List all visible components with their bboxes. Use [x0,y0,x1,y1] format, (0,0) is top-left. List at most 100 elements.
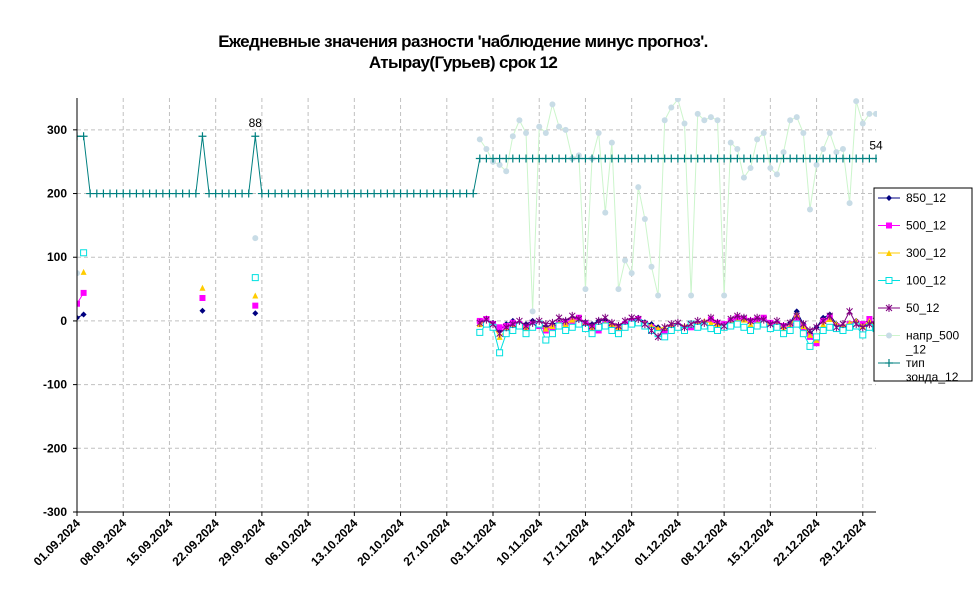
marker [753,322,761,330]
marker [707,313,715,322]
marker [839,145,846,152]
marker [548,330,556,338]
legend: 850_12 500_12 300_12 100_12 50_12 напр_500 _12… [873,187,973,384]
marker [80,249,88,257]
marker [483,315,490,324]
marker [859,323,867,332]
marker [886,250,892,256]
marker [661,117,668,124]
marker [77,270,80,277]
marker [562,126,569,133]
marker [819,326,827,334]
marker [516,316,523,325]
marker [886,195,892,201]
marker [648,326,655,335]
marker [252,292,259,299]
marker [80,268,87,275]
y-tick-label: 100 [47,250,67,264]
marker [667,320,675,329]
chart-title: Ежедневные значения разности 'наблюдение… [218,32,708,51]
legend-box [873,187,973,382]
marker [859,331,867,339]
marker [199,284,206,291]
series [77,132,877,198]
marker [846,200,853,207]
marker [806,206,813,213]
marker [813,333,821,341]
marker [628,313,636,322]
marker [740,313,748,322]
marker [77,300,80,307]
marker [654,332,662,341]
marker [595,316,603,325]
marker [688,292,695,299]
marker [747,326,755,334]
marker [833,149,840,156]
y-tick-label: -300 [43,505,67,519]
y-tick-label: 200 [47,187,67,201]
marker [826,311,834,320]
marker [700,318,708,327]
y-tick-label: -100 [43,378,67,392]
marker [608,139,615,146]
marker [522,330,530,338]
marker [615,286,622,293]
marker [819,316,827,325]
marker [483,145,490,152]
marker [707,319,714,326]
marker [556,123,563,130]
marker [773,323,781,331]
marker [602,209,609,216]
marker [800,130,807,137]
marker [608,318,616,327]
marker [766,320,774,329]
marker [846,323,854,331]
marker [496,324,503,331]
plot-area [77,98,877,357]
marker [707,325,715,333]
marker [859,120,866,127]
marker [839,320,847,329]
marker [191,189,200,198]
marker [622,257,629,264]
marker [674,318,682,327]
marker [787,117,794,124]
marker [199,307,206,314]
marker [886,222,892,229]
annotation: 88 [249,116,263,130]
marker [614,330,622,338]
marker [826,130,833,137]
marker [536,123,543,130]
marker [251,274,259,282]
marker [476,328,484,336]
marker [615,322,622,331]
marker [806,342,814,350]
marker [694,316,702,325]
marker [469,189,478,198]
marker [496,329,503,338]
marker [502,330,510,338]
marker [80,311,87,318]
marker [198,132,207,141]
marker [714,318,721,327]
marker [885,304,893,312]
marker [595,323,603,331]
marker [199,294,206,301]
legend-label: 850_12 [906,191,946,205]
marker [799,330,807,338]
marker [694,323,702,331]
marker [509,320,517,329]
marker [621,323,629,331]
marker [635,184,642,191]
marker [621,316,629,325]
series [77,98,877,315]
marker [873,110,877,117]
marker [674,98,681,103]
marker [800,320,807,329]
marker [793,320,801,328]
marker [714,326,722,334]
marker [786,326,794,334]
marker [582,318,589,327]
marker [707,114,714,121]
